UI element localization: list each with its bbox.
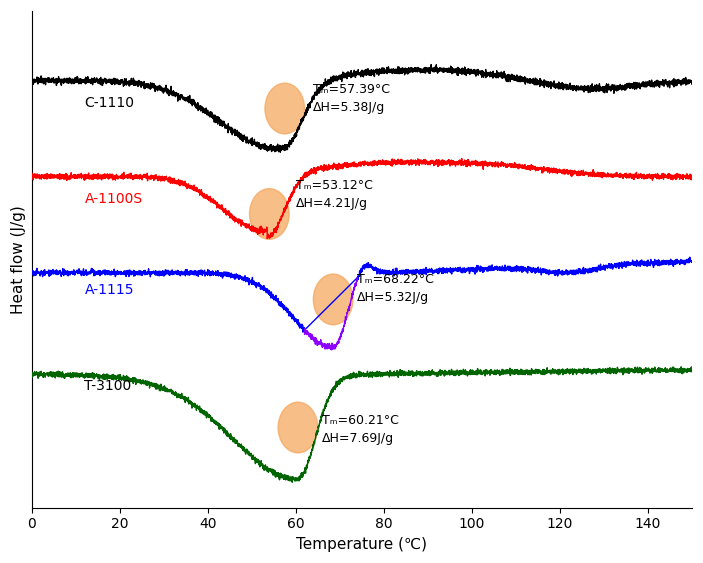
Text: Tₘ=68.22°C
ΔH=5.32J/g: Tₘ=68.22°C ΔH=5.32J/g xyxy=(357,272,434,303)
Ellipse shape xyxy=(314,274,353,325)
Text: Tₘ=60.21°C
ΔH=7.69J/g: Tₘ=60.21°C ΔH=7.69J/g xyxy=(322,414,399,445)
Text: A-1115: A-1115 xyxy=(84,283,134,297)
Text: C-1110: C-1110 xyxy=(84,96,134,110)
X-axis label: Temperature (℃): Temperature (℃) xyxy=(296,537,427,552)
Text: T-3100: T-3100 xyxy=(84,379,131,393)
Ellipse shape xyxy=(278,402,318,453)
Text: Tₘ=57.39°C
ΔH=5.38J/g: Tₘ=57.39°C ΔH=5.38J/g xyxy=(314,83,390,114)
Text: A-1100S: A-1100S xyxy=(84,193,143,206)
Ellipse shape xyxy=(250,189,289,239)
Y-axis label: Heat flow (J/g): Heat flow (J/g) xyxy=(11,205,26,314)
Ellipse shape xyxy=(265,83,304,134)
Text: Tₘ=53.12°C
ΔH=4.21J/g: Tₘ=53.12°C ΔH=4.21J/g xyxy=(296,179,373,210)
